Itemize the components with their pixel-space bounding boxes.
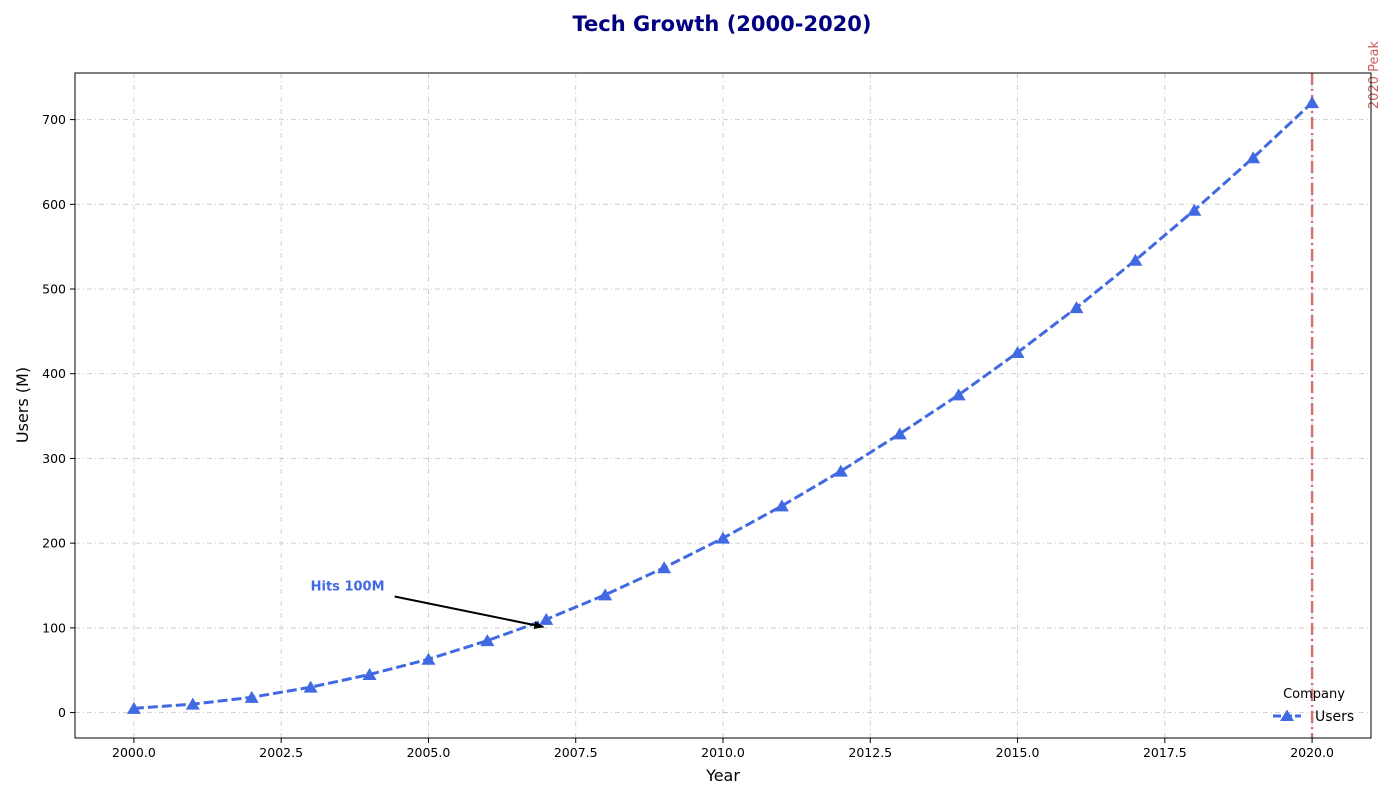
y-tick-label: 400 [42,366,66,381]
y-tick-label: 300 [42,451,66,466]
annotation-arrow [394,595,545,629]
reference-line-label: 2020 Peak [1367,41,1382,110]
annotation-layer: Hits 100M [311,580,545,629]
legend: Company Users [1273,687,1354,725]
data-point-marker [598,588,613,601]
data-point-marker [303,680,318,693]
x-tick-label: 2012.5 [848,745,892,760]
data-point-marker [126,701,141,714]
x-tick-label: 2017.5 [1143,745,1187,760]
data-point-marker [1010,346,1025,359]
data-point-marker [892,427,907,440]
data-point-marker [1069,301,1084,314]
grid-layer [75,73,1371,738]
data-point-marker [362,667,377,680]
x-tick-label: 2010.0 [701,745,745,760]
data-point-marker [716,531,730,544]
y-tick-label: 0 [58,705,66,720]
data-point-marker [1187,203,1202,216]
y-tick-label: 100 [42,620,66,635]
x-tick-label: 2005.0 [407,745,451,760]
y-tick-label: 600 [42,197,66,212]
chart-title: Tech Growth (2000-2020) [572,12,871,36]
x-tick-label: 2015.0 [996,745,1040,760]
data-point-marker [951,388,966,401]
x-tick-label: 2020.0 [1290,745,1334,760]
data-point-marker [833,464,848,477]
series-layer [126,96,1320,714]
data-point-marker [1246,151,1261,164]
legend-entry-users: Users [1315,709,1354,725]
data-point-marker [1305,96,1320,109]
tick-layer: 2000.0 2002.5 2005.0 2007.5 2010.0 2012.5 2015… [42,112,1334,760]
data-point-marker [185,697,200,710]
data-point-marker [774,499,789,512]
y-tick-label: 500 [42,282,66,297]
reference-line-layer: 2020 Peak [1310,41,1382,738]
data-point-marker [657,561,672,574]
y-tick-label: 700 [42,112,66,127]
data-point-marker [1128,253,1143,266]
legend-title: Company [1283,687,1345,702]
legend-marker-icon [1280,709,1294,721]
data-point-marker [421,652,436,665]
data-point-marker [244,690,259,703]
annotation-text: Hits 100M [311,580,385,595]
y-tick-label: 200 [42,536,66,551]
data-point-marker [480,634,495,647]
x-tick-label: 2007.5 [554,745,598,760]
x-tick-label: 2000.0 [112,745,156,760]
y-axis-label: Users (M) [13,367,32,443]
x-tick-label: 2002.5 [259,745,303,760]
x-axis-label: Year [705,766,740,785]
